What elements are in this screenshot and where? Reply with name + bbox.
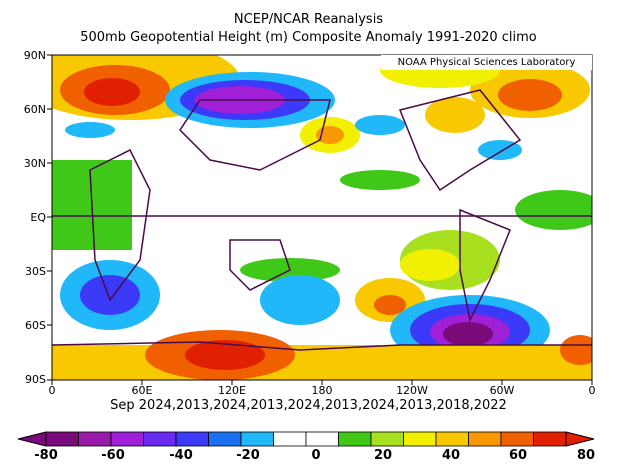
colorbar-label: 0	[311, 448, 321, 463]
colorbar-max-arrow	[565, 431, 595, 447]
colorbar-swatch	[208, 431, 242, 447]
colorbar-swatch	[533, 431, 567, 447]
colorbar-swatch	[175, 431, 209, 447]
colorbar	[17, 431, 595, 447]
colorbar-swatch	[110, 431, 144, 447]
colorbar-swatch	[143, 431, 177, 447]
lon-label: 120E	[218, 384, 246, 397]
date-composite-label: Sep 2024,2013,2024,2013,2024,2013,2024,2…	[110, 398, 507, 413]
colorbar-min-arrow	[17, 431, 47, 447]
colorbar-label: 40	[441, 448, 461, 463]
lat-label: 30S	[25, 265, 46, 278]
lon-label: 0	[588, 384, 596, 397]
colorbar-swatch	[240, 431, 274, 447]
colorbar-label: -20	[236, 448, 260, 463]
colorbar-label: -40	[169, 448, 193, 463]
lat-label: 60N	[23, 103, 46, 116]
colorbar-label: 60	[508, 448, 528, 463]
lat-label: 90N	[23, 49, 46, 62]
colorbar-label: -80	[34, 448, 58, 463]
colorbar-swatch	[273, 431, 307, 447]
axis-ticks	[47, 54, 593, 385]
anomaly-field	[52, 55, 592, 380]
colorbar-swatch	[500, 431, 534, 447]
lon-label: 120W	[396, 384, 428, 397]
title-line-1: NCEP/NCAR Reanalysis	[233, 12, 384, 27]
lon-label: 60E	[131, 384, 153, 397]
lon-label: 60W	[489, 384, 515, 397]
colorbar-swatch	[78, 431, 112, 447]
colorbar-swatch	[305, 431, 339, 447]
lon-label: 180	[311, 384, 333, 397]
colorbar-label: -60	[101, 448, 125, 463]
colorbar-swatch	[370, 431, 404, 447]
lat-label: 30N	[23, 157, 46, 170]
colorbar-swatch	[435, 431, 469, 447]
colorbar-swatch	[468, 431, 502, 447]
title-line-2: 500mb Geopotential Height (m) Composite …	[80, 30, 537, 45]
lat-label: EQ	[30, 211, 46, 224]
colorbar-swatch	[45, 431, 79, 447]
lat-label: 90S	[25, 373, 46, 386]
lat-label: 60S	[25, 319, 46, 332]
lon-label: 0	[48, 384, 56, 397]
colorbar-label: 80	[576, 448, 596, 463]
colorbar-swatch	[338, 431, 372, 447]
credit-label: NOAA Physical Sciences Laboratory	[381, 55, 592, 70]
colorbar-swatch	[403, 431, 437, 447]
colorbar-label: 20	[373, 448, 393, 463]
